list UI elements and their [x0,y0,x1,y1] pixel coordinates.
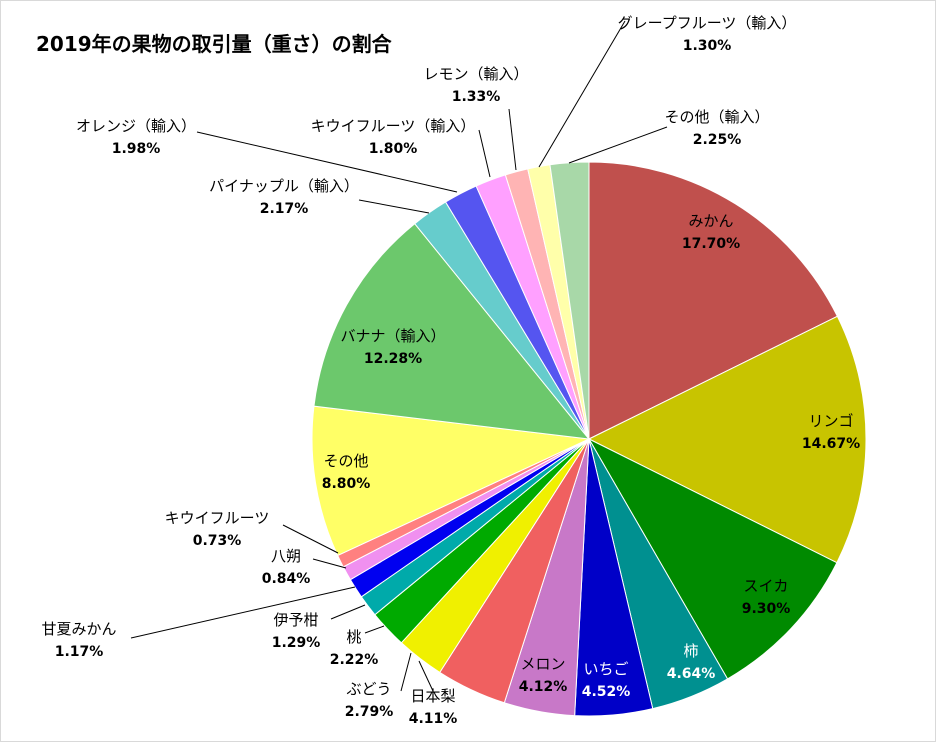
slice-15-leader-line [358,199,430,214]
slice-6-value-label: 4.11% [409,711,458,727]
slice-20-value-label: 2.25% [693,132,742,148]
slice-6-label: 日本梨 [410,687,455,705]
slice-19-label: グレープフルーツ（輸入） [618,14,797,32]
slice-17-leader-line [478,129,491,178]
slice-12-value-label: 0.73% [193,533,242,549]
leader-lines [130,20,668,692]
slice-3-value-label: 4.64% [667,666,716,682]
slice-4-label: いちご [583,660,628,678]
slice-16-leader-line [196,131,458,193]
pie-slices [311,161,867,717]
slice-1-wedge [587,315,867,564]
slice-20-leader-line [568,126,668,164]
slice-8-leader-line [364,625,385,634]
slice-0-value-label: 17.70% [682,236,740,252]
slice-10-leader-line [130,586,356,639]
slice-7-leader-line [400,652,412,692]
slice-12-leader-line [282,524,339,554]
slice-11-leader-line [312,558,347,569]
slice-1-value-label: 14.67% [802,436,860,452]
slice-20-label: その他（輸入） [664,108,769,126]
slice-6-leader-line [418,660,434,692]
slice-14-label: バナナ（輸入） [340,327,445,345]
slice-18-leader-line [508,108,517,171]
slice-18-value-label: 1.33% [452,89,501,105]
slice-9-label: 伊予柑 [273,611,318,629]
slice-14-wedge [313,222,591,440]
slice-13-label: その他 [323,452,368,470]
slice-10-label: 甘夏みかん [41,620,116,638]
slice-5-label: メロン [520,655,565,673]
slice-2-value-label: 9.30% [742,601,791,617]
slice-13-value-label: 8.80% [322,476,371,492]
slice-18-label: レモン（輸入） [423,65,528,83]
slice-1-label: リンゴ [808,412,853,430]
slice-labels: みかん 17.70% リンゴ 14.67% スイカ 9.30% 柿 4.64% いちご 4.52%… [41,14,860,727]
slice-7-value-label: 2.79% [345,704,394,720]
slice-4-value-label: 4.52% [582,684,631,700]
slice-12-label: キウイフルーツ [165,509,270,527]
slice-11-label: 八朔 [271,547,301,565]
slice-13-wedge [311,405,591,557]
slice-0-label: みかん [688,212,733,230]
slice-15-label: パイナップル（輸入） [209,177,359,195]
slice-10-value-label: 1.17% [55,644,104,660]
slice-11-value-label: 0.84% [262,571,311,587]
chart-title: 2019年の果物の取引量（重さ）の割合 [36,32,393,56]
slice-5-value-label: 4.12% [519,679,568,695]
slice-7-label: ぶどう [346,680,391,698]
slice-19-value-label: 1.30% [683,38,732,54]
slice-16-value-label: 1.98% [112,141,161,157]
slice-14-value-label: 12.28% [364,351,422,367]
slice-15-value-label: 2.17% [260,201,309,217]
slice-17-label: キウイフルーツ（輸入） [311,117,476,135]
slice-3-label: 柿 [683,642,698,660]
slice-9-leader-line [330,604,366,620]
slice-19-leader-line [538,20,626,168]
slice-9-value-label: 1.29% [272,635,321,651]
slice-0-wedge [588,161,839,440]
slice-2-wedge [587,437,838,680]
slice-17-value-label: 1.80% [369,141,418,157]
slice-16-label: オレンジ（輸入） [76,117,196,135]
slice-8-label: 桃 [346,628,361,646]
slice-2-label: スイカ [743,577,788,595]
slice-8-value-label: 2.22% [330,652,379,668]
